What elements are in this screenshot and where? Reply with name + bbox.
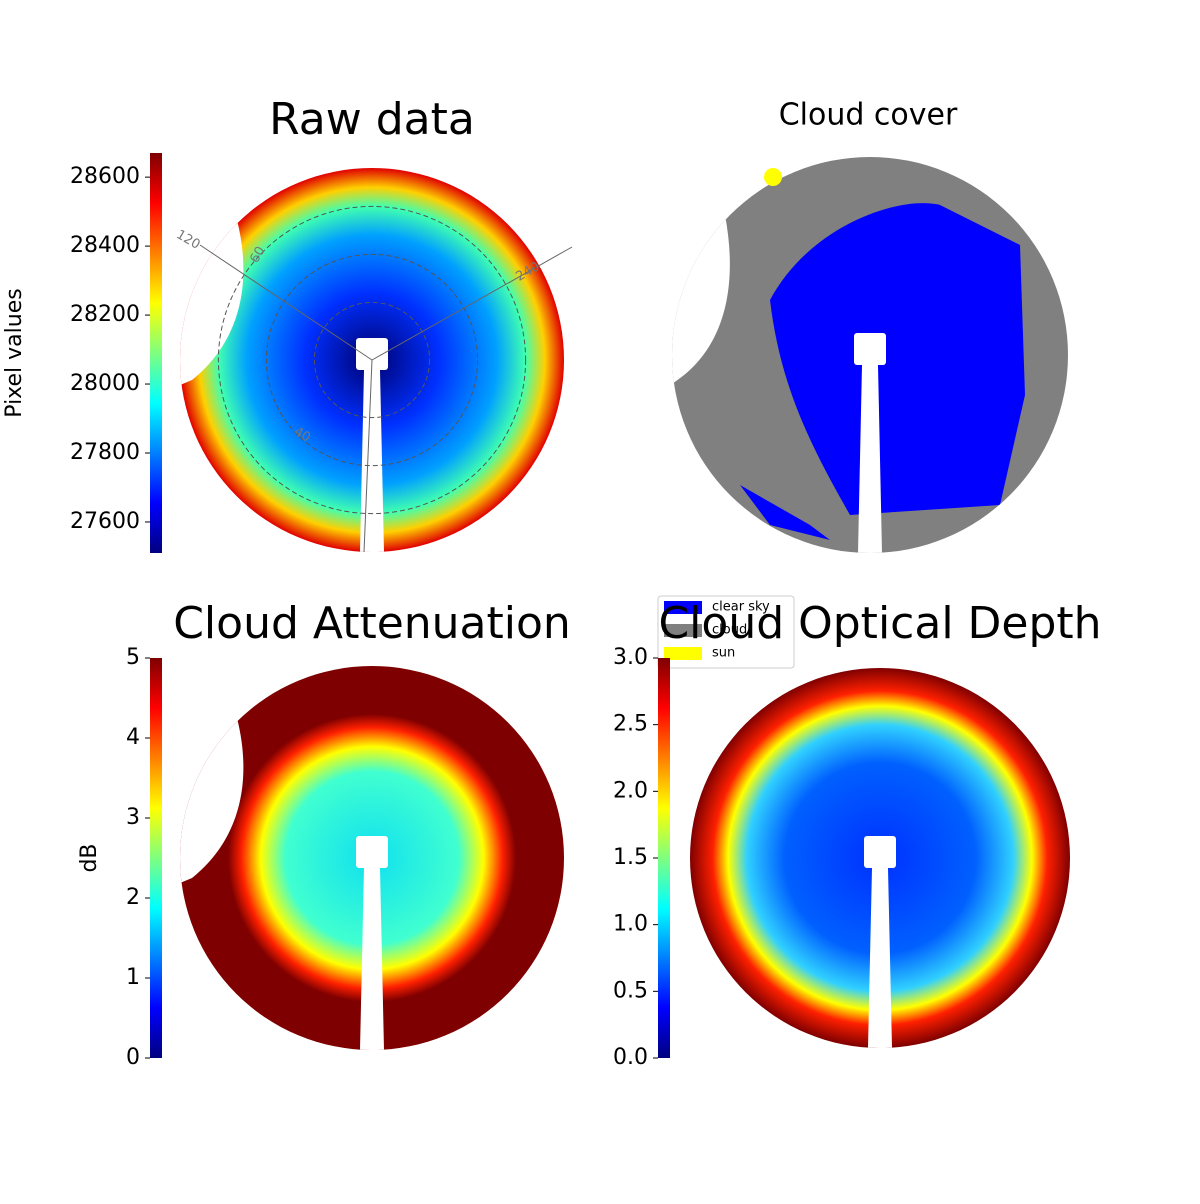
colorbar <box>658 658 670 1058</box>
polar-label: 120 <box>173 227 202 252</box>
colorbar-tick-label: 4 <box>126 725 140 750</box>
sky-image <box>690 668 1070 1048</box>
colorbar-tick-label: 1.5 <box>613 845 648 870</box>
panel-title: Cloud Optical Depth <box>658 598 1101 649</box>
colorbar-tick-label: 2 <box>126 885 140 910</box>
colorbar-tick-label: 27800 <box>70 440 140 465</box>
mast <box>868 868 892 1048</box>
colorbar-tick-label: 5 <box>126 645 140 670</box>
colorbar-tick-label: 2.5 <box>613 712 648 737</box>
legend-swatch <box>664 624 702 637</box>
colorbar-label: Pixel values <box>2 288 27 417</box>
polar-spoke <box>371 246 573 361</box>
mast <box>360 370 384 552</box>
colorbar-tick-label: 27600 <box>70 509 140 534</box>
colorbar-tick-label: 3.0 <box>613 645 648 670</box>
sky-image <box>672 157 1068 553</box>
legend-swatch <box>664 647 702 660</box>
mast-head <box>356 338 388 370</box>
polar-ring <box>217 205 527 515</box>
colorbar <box>150 153 162 553</box>
polar-ring <box>265 253 479 467</box>
legend-label: clear sky <box>712 600 770 615</box>
colorbar-tick-label: 28000 <box>70 371 140 396</box>
polar-ring <box>313 301 431 419</box>
colorbar-tick-label: 28600 <box>70 164 140 189</box>
clear-sky-region <box>740 485 830 540</box>
mast <box>858 365 882 553</box>
colorbar-tick-label: 2.0 <box>613 778 648 803</box>
colorbar-tick-label: 28200 <box>70 302 140 327</box>
colorbar-tick-label: 0.5 <box>613 978 648 1003</box>
mast-head <box>864 836 896 868</box>
sky-image <box>180 666 564 1050</box>
colorbar-tick-label: 0.0 <box>613 1045 648 1070</box>
sun-marker <box>764 168 782 186</box>
colorbar-tick-label: 0 <box>126 1045 140 1070</box>
polar-label: 40 <box>291 424 313 445</box>
colorbar <box>150 658 162 1058</box>
panel-title: Cloud cover <box>779 98 958 133</box>
legend-label: sun <box>712 646 735 661</box>
colorbar-tick-label: 3 <box>126 805 140 830</box>
colorbar-tick-label: 28400 <box>70 233 140 258</box>
colorbar-tick-label: 1 <box>126 965 140 990</box>
mast-head <box>356 836 388 868</box>
mast <box>360 868 384 1050</box>
colorbar-tick-label: 1.0 <box>613 912 648 937</box>
polar-spoke <box>199 244 373 361</box>
clear-sky-region <box>770 203 1025 515</box>
panel-title: Raw data <box>269 94 475 145</box>
polar-label: 60 <box>247 244 268 266</box>
legend-label: cloud <box>712 623 747 638</box>
mast-head <box>854 333 886 365</box>
colorbar-label: dB <box>77 843 102 872</box>
polar-spoke <box>363 359 373 553</box>
panel-title: Cloud Attenuation <box>173 598 571 649</box>
legend-swatch <box>664 601 702 614</box>
